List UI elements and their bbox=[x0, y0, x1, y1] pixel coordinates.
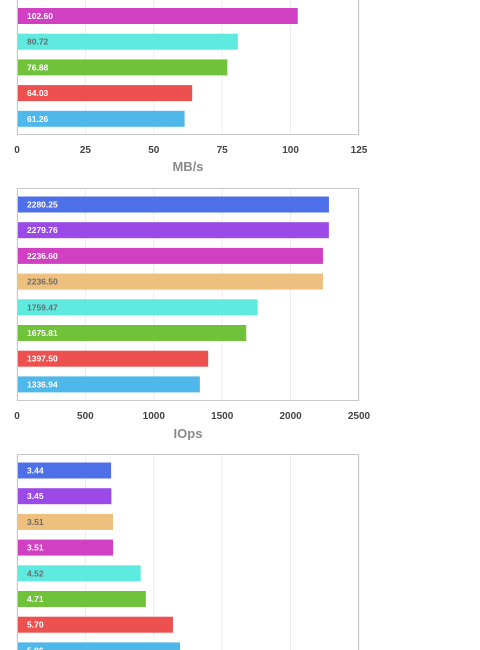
bar bbox=[18, 376, 200, 393]
x-tick-label: 1500 bbox=[211, 411, 234, 422]
plot-frame bbox=[17, 454, 359, 650]
bar bbox=[18, 8, 298, 24]
bar-value-label: 1336.94 bbox=[27, 379, 58, 389]
x-tick-label: 100 bbox=[282, 145, 299, 156]
x-tick-label: 2500 bbox=[348, 411, 371, 422]
bar-value-label: 64.03 bbox=[27, 88, 49, 98]
bar-value-label: 1675.81 bbox=[27, 328, 58, 338]
plot-frame bbox=[17, 0, 359, 135]
latency-chart: 3.44 3.45 3.51 3.51 4.52 4.71 5.70 5.96 bbox=[16, 454, 360, 650]
bar-value-label: 2279.76 bbox=[27, 225, 58, 235]
bar bbox=[18, 616, 173, 633]
bar-value-label: 2236.60 bbox=[27, 251, 58, 261]
bar-value-label: 5.70 bbox=[27, 620, 44, 630]
x-tick-label: 25 bbox=[80, 145, 92, 156]
bar bbox=[18, 33, 238, 50]
bar-value-label: 102.60 bbox=[27, 11, 53, 21]
bar-value-label: 3.51 bbox=[27, 517, 44, 527]
bar-value-label: 2280.25 bbox=[27, 200, 58, 210]
bar-value-label: 3.44 bbox=[27, 466, 44, 476]
bar bbox=[18, 591, 146, 607]
bar-value-label: 4.71 bbox=[27, 594, 44, 604]
bar-value-label: 80.72 bbox=[27, 37, 49, 47]
bar-value-label: 4.52 bbox=[27, 568, 44, 578]
x-tick-label: 500 bbox=[77, 411, 94, 422]
bar-value-label: 61.26 bbox=[27, 114, 49, 124]
bar-value-label: 1759.47 bbox=[27, 302, 58, 312]
x-tick-label: 0 bbox=[14, 411, 20, 422]
bar-value-label: 2236.50 bbox=[27, 277, 58, 287]
bar-value-label: 76.88 bbox=[27, 62, 49, 72]
bar bbox=[18, 565, 141, 582]
bar bbox=[18, 325, 247, 341]
x-tick-label: 0 bbox=[14, 145, 20, 156]
bar bbox=[18, 299, 258, 316]
x-axis-title: MB/s bbox=[172, 159, 203, 174]
x-tick-label: 1000 bbox=[143, 411, 166, 422]
plot-frame bbox=[17, 188, 359, 401]
bar-value-label: 3.51 bbox=[27, 543, 44, 553]
x-tick-label: 2000 bbox=[279, 411, 302, 422]
bar bbox=[18, 350, 209, 367]
bar-value-label: 3.45 bbox=[27, 491, 44, 501]
bar bbox=[18, 513, 114, 530]
bar-value-label: 5.96 bbox=[27, 645, 44, 650]
bar bbox=[18, 462, 112, 479]
bar bbox=[18, 642, 181, 650]
bar bbox=[18, 488, 112, 505]
bar bbox=[18, 85, 193, 102]
x-axis-title: IOps bbox=[174, 426, 203, 440]
bar bbox=[18, 539, 114, 556]
bar-value-label: 1397.50 bbox=[27, 354, 58, 364]
bar bbox=[18, 59, 228, 76]
throughput-chart: 102.60 80.72 76.88 64.03 61.26 0 25 50 75 100 125 M… bbox=[14, 0, 368, 174]
bar bbox=[18, 222, 329, 239]
bar bbox=[18, 273, 323, 290]
x-tick-label: 50 bbox=[148, 145, 160, 156]
bar bbox=[18, 110, 185, 127]
x-tick-label: 125 bbox=[351, 145, 368, 156]
bar bbox=[18, 247, 323, 264]
x-tick-label: 75 bbox=[217, 145, 229, 156]
bar bbox=[18, 196, 329, 213]
iops-chart: 2280.25 2279.76 2236.60 2236.50 1759.47 1675.… bbox=[14, 188, 371, 440]
